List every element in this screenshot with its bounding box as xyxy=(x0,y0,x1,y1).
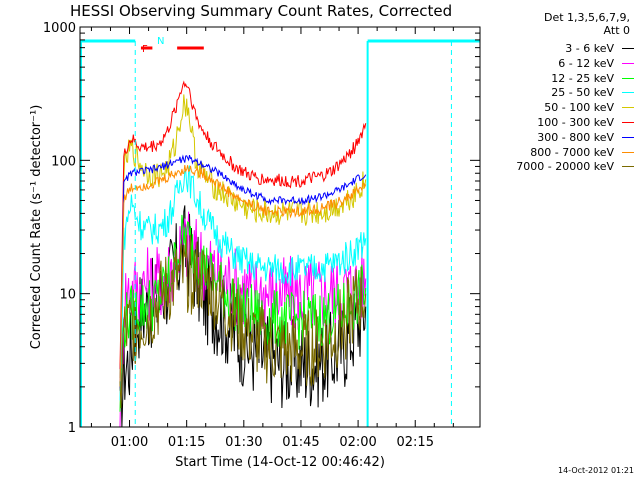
chart-title: HESSI Observing Summary Count Rates, Cor… xyxy=(70,2,453,20)
legend-item: 800 - 7000 keV xyxy=(530,146,634,159)
series-line-100-300-kev xyxy=(119,80,367,370)
x-tick-label: 01:00 xyxy=(111,435,148,450)
x-axis-label: Start Time (14-Oct-12 00:46:42) xyxy=(175,455,385,470)
legend-header-detectors: Det 1,3,5,6,7,9, xyxy=(543,11,630,24)
y-tick-label: 1000 xyxy=(43,21,76,36)
legend-item-label: 25 - 50 keV xyxy=(551,86,614,100)
legend-item-swatch xyxy=(622,151,634,153)
x-tick-label: 01:15 xyxy=(168,435,205,450)
legend-item-label: 7000 - 20000 keV xyxy=(516,160,614,174)
series-line-25-50-kev xyxy=(119,165,367,401)
footer-date: 14-Oct-2012 01:21 xyxy=(558,466,634,475)
legend-item-label: 3 - 6 keV xyxy=(565,42,614,55)
series-line-12-25-kev xyxy=(119,214,367,412)
legend-item-label: 100 - 300 keV xyxy=(537,116,614,129)
legend-item: 3 - 6 keV xyxy=(565,42,634,55)
plot-frame xyxy=(79,26,481,428)
legend-item: 300 - 800 keV xyxy=(537,131,634,144)
legend-item: 7000 - 20000 keV xyxy=(516,160,634,173)
legend-item-swatch xyxy=(622,92,634,94)
series-line-300-800-kev xyxy=(119,154,367,389)
legend-header-attenuator: Att 0 xyxy=(603,24,630,37)
legend-item-swatch xyxy=(622,48,634,49)
legend-item-swatch xyxy=(622,166,634,168)
y-axis-label: Corrected Count Rate (s⁻¹ detector⁻¹) xyxy=(29,105,44,350)
legend-item: 50 - 100 keV xyxy=(544,101,634,114)
marker-group: FN xyxy=(80,36,480,427)
series-line-7000-20000-kev xyxy=(119,234,367,409)
legend-item: 12 - 25 keV xyxy=(551,72,634,85)
legend-item: 25 - 50 keV xyxy=(551,86,634,99)
legend-item-label: 6 - 12 keV xyxy=(558,56,614,70)
legend-item-label: 12 - 25 keV xyxy=(551,71,614,85)
axes-group: 01:00 01:15 01:30 01:45 02:00 02:15 1 10 100 1000 xyxy=(43,21,480,450)
x-tick-label: 01:45 xyxy=(282,435,319,450)
x-tick-label: 01:30 xyxy=(225,435,262,450)
legend-item: 6 - 12 keV xyxy=(558,57,634,70)
y-tick-label: 10 xyxy=(59,288,76,303)
flag-f-label: F xyxy=(142,44,148,55)
legend-item-label: 300 - 800 keV xyxy=(537,130,614,144)
legend-item-label: 800 - 7000 keV xyxy=(530,145,614,159)
y-tick-label: 100 xyxy=(51,154,76,169)
legend-item-swatch xyxy=(622,107,634,109)
legend-item-swatch xyxy=(622,122,634,123)
legend-item-label: 50 - 100 keV xyxy=(544,101,614,115)
series-line-800-7000-kev xyxy=(119,165,367,387)
legend-item: 100 - 300 keV xyxy=(537,116,634,129)
legend-item-swatch xyxy=(622,77,634,79)
x-tick-label: 02:15 xyxy=(397,435,434,450)
flag-n-label: N xyxy=(157,36,164,47)
series-group xyxy=(119,80,367,428)
legend-item-swatch xyxy=(622,136,634,138)
legend-item-swatch xyxy=(622,62,634,64)
y-tick-label: 1 xyxy=(68,421,76,436)
x-tick-label: 02:00 xyxy=(339,435,376,450)
